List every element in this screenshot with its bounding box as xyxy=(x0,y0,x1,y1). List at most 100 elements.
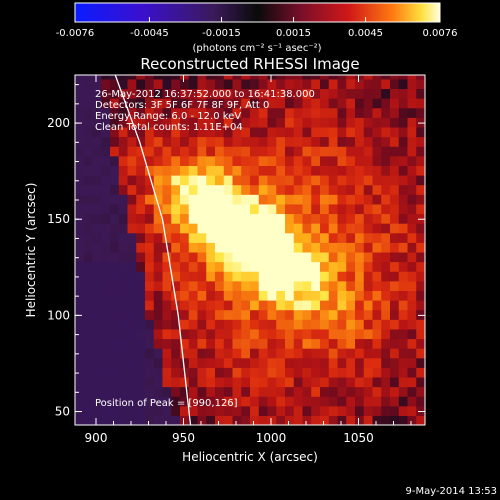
heatmap-pixel xyxy=(346,328,356,340)
heatmap-pixel xyxy=(293,261,304,272)
heatmap-pixel xyxy=(285,107,295,118)
heatmap-pixel xyxy=(145,415,155,425)
heatmap-pixel xyxy=(188,300,199,311)
heatmap-pixel xyxy=(206,405,216,416)
heatmap-pixel xyxy=(276,136,286,147)
heatmap-pixel xyxy=(285,319,295,330)
heatmap-pixel xyxy=(110,300,120,311)
heatmap-pixel xyxy=(276,194,286,205)
heatmap-pixel xyxy=(302,242,312,253)
heatmap-pixel xyxy=(416,165,425,176)
heatmap-pixel xyxy=(127,136,137,147)
heatmap-pixel xyxy=(320,367,330,378)
heatmap-pixel xyxy=(320,396,330,407)
heatmap-pixel xyxy=(372,165,382,176)
heatmap-pixel xyxy=(311,175,321,186)
heatmap-pixel xyxy=(311,290,321,301)
heatmap-pixel xyxy=(101,155,111,166)
heatmap-pixel xyxy=(381,88,391,99)
heatmap-pixel xyxy=(390,107,400,118)
heatmap-pixel xyxy=(101,396,111,407)
heatmap-pixel xyxy=(197,98,207,109)
heatmap-pixel xyxy=(390,376,400,388)
heatmap-pixel xyxy=(197,338,207,349)
heatmap-pixel xyxy=(250,136,260,147)
colorbar-tick-label: 0.0015 xyxy=(276,28,311,39)
heatmap-pixel xyxy=(75,376,85,388)
heatmap-pixel xyxy=(372,242,382,253)
heatmap-pixel xyxy=(293,78,304,90)
heatmap-pixel xyxy=(407,117,417,128)
heatmap-pixel xyxy=(110,194,120,205)
heatmap-pixel xyxy=(206,107,216,118)
heatmap-pixel xyxy=(267,396,277,407)
heatmap-pixel xyxy=(162,251,172,263)
heatmap-pixel xyxy=(398,251,409,263)
heatmap-pixel xyxy=(241,242,251,253)
heatmap-pixel xyxy=(276,146,286,157)
heatmap-pixel xyxy=(381,290,391,301)
heatmap-pixel xyxy=(267,223,277,234)
heatmap-pixel xyxy=(136,232,146,243)
heatmap-pixel xyxy=(381,376,391,388)
heatmap-pixel xyxy=(171,117,181,128)
heatmap-pixel xyxy=(92,357,102,368)
heatmap-pixel xyxy=(328,223,339,234)
heatmap-pixel xyxy=(293,126,304,138)
heatmap-pixel xyxy=(311,213,321,224)
heatmap-pixel xyxy=(381,107,391,118)
heatmap-pixel xyxy=(328,328,339,340)
heatmap-pixel xyxy=(346,213,356,224)
heatmap-pixel xyxy=(390,261,400,272)
heatmap-pixel xyxy=(110,405,120,416)
heatmap-pixel xyxy=(258,175,269,186)
heatmap-pixel xyxy=(188,271,199,282)
heatmap-pixel xyxy=(188,126,199,138)
heatmap-pixel xyxy=(92,309,102,320)
heatmap-pixel xyxy=(162,223,172,234)
heatmap-pixel xyxy=(293,386,304,397)
heatmap-pixel xyxy=(276,242,286,253)
heatmap-pixel xyxy=(153,280,164,291)
heatmap-pixel xyxy=(92,290,102,301)
heatmap-pixel xyxy=(390,117,400,128)
heatmap-pixel xyxy=(180,338,190,349)
heatmap-pixel xyxy=(162,155,172,166)
heatmap-pixel xyxy=(398,136,409,147)
heatmap-pixel xyxy=(363,319,374,330)
heatmap-pixel xyxy=(381,271,391,282)
heatmap-pixel xyxy=(241,184,251,195)
heatmap-pixel xyxy=(223,367,234,378)
heatmap-pixel xyxy=(136,251,146,263)
heatmap-pixel xyxy=(337,309,347,320)
heatmap-pixel xyxy=(372,280,382,291)
heatmap-pixel xyxy=(180,386,190,397)
heatmap-pixel xyxy=(136,88,146,99)
heatmap-pixel xyxy=(258,98,269,109)
heatmap-pixel xyxy=(355,165,365,176)
heatmap-pixel xyxy=(328,415,339,425)
heatmap-pixel xyxy=(118,146,129,157)
heatmap-pixel xyxy=(381,155,391,166)
heatmap-pixel xyxy=(83,107,94,118)
heatmap-pixel xyxy=(355,126,365,138)
heatmap-pixel xyxy=(372,251,382,263)
heatmap-pixel xyxy=(83,396,94,407)
heatmap-pixel xyxy=(267,376,277,388)
heatmap-pixel xyxy=(92,126,102,138)
heatmap-pixel xyxy=(320,107,330,118)
heatmap-pixel xyxy=(416,328,425,340)
heatmap-pixel xyxy=(180,300,190,311)
heatmap-pixel xyxy=(136,126,146,138)
heatmap-pixel xyxy=(293,184,304,195)
heatmap-pixel xyxy=(398,396,409,407)
colorbar-tick-label: -0.0015 xyxy=(202,28,241,39)
heatmap-pixel xyxy=(153,242,164,253)
heatmap-pixel xyxy=(197,175,207,186)
heatmap-pixel xyxy=(75,75,85,80)
heatmap-pixel xyxy=(407,146,417,157)
heatmap-pixel xyxy=(311,146,321,157)
heatmap-pixel xyxy=(153,75,164,80)
heatmap-pixel xyxy=(320,357,330,368)
heatmap-pixel xyxy=(180,155,190,166)
